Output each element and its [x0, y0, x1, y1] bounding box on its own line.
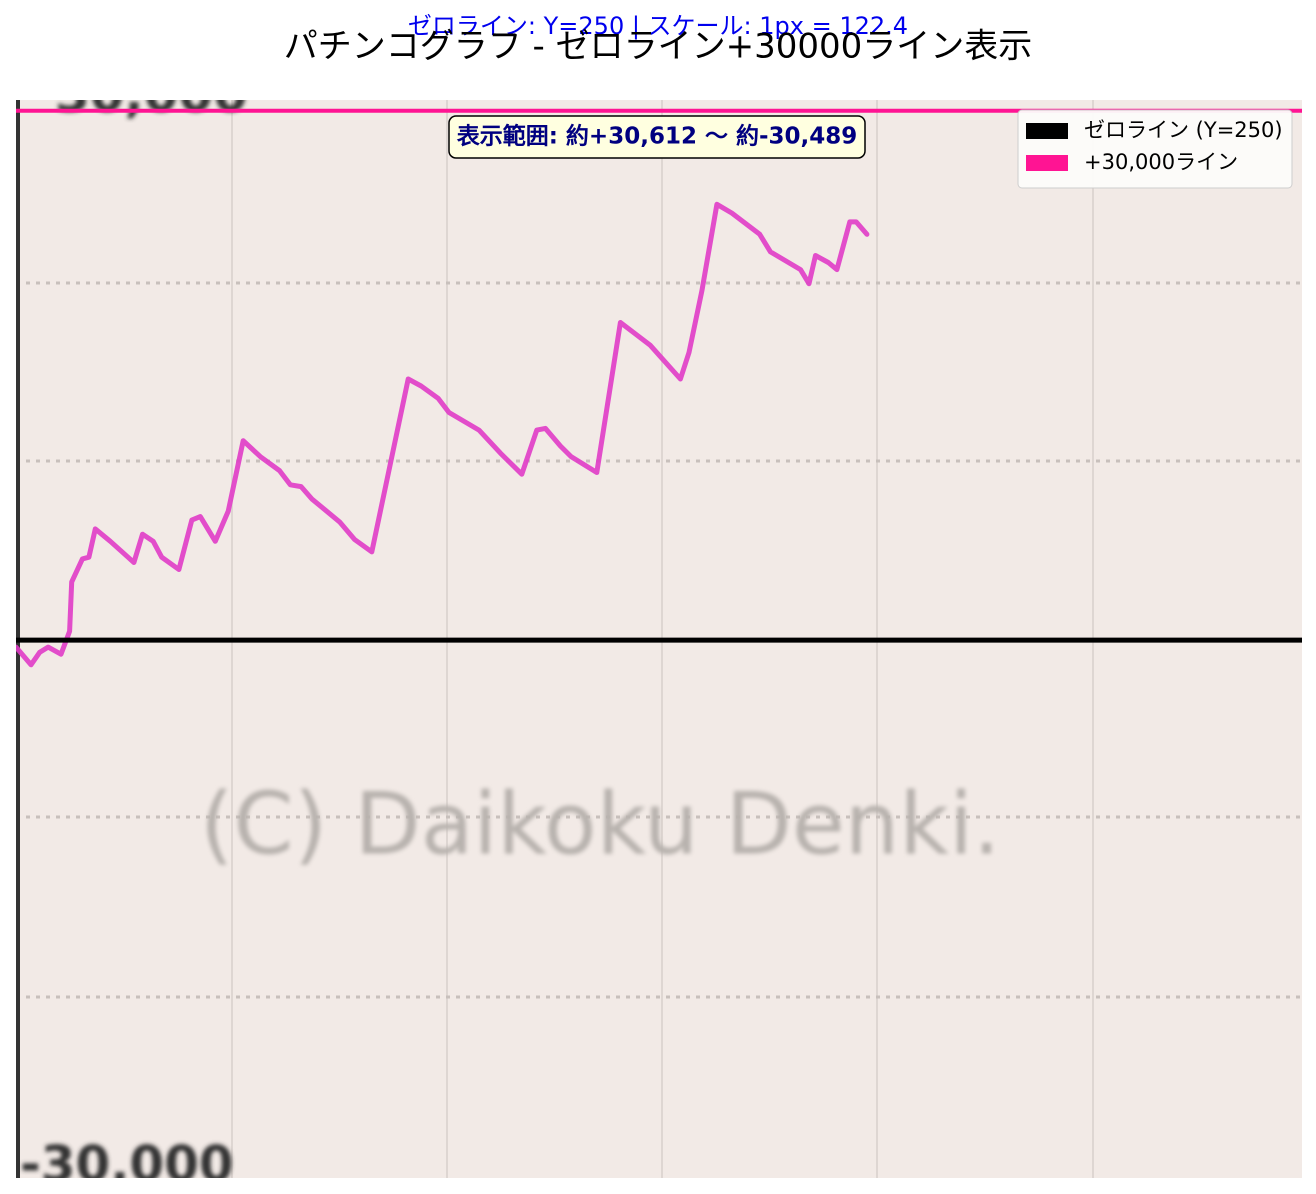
legend-swatch	[1026, 123, 1068, 139]
annotation: 表示範囲: 約+30,612 〜 約-30,489	[448, 115, 866, 159]
data-line	[16, 201, 870, 668]
legend: ゼロライン (Y=250) +30,000ライン	[1017, 109, 1293, 189]
subtitle: ゼロライン: Y=250 | スケール: 1px = 122.4	[408, 12, 908, 40]
image-top-label: 30,000	[55, 66, 248, 124]
legend-label: ゼロライン (Y=250)	[1084, 118, 1283, 142]
image-area: 30,000 -30,000 (C) Daikoku Denki.	[16, 66, 1302, 1194]
legend-label: +30,000ライン	[1084, 150, 1238, 174]
image-dotted-grid	[16, 281, 1302, 999]
legend-swatch	[1026, 155, 1068, 171]
legend-box	[1017, 109, 1293, 189]
chart-title: パチンコグラフ - ゼロライン+30000ライン表示	[284, 27, 1033, 67]
annotation-box	[448, 115, 866, 159]
annotation-text: 表示範囲: 約+30,612 〜 約-30,489	[457, 123, 858, 150]
watermark: (C) Daikoku Denki.	[200, 774, 1000, 874]
image-bottom-label: -30,000	[20, 1136, 234, 1194]
